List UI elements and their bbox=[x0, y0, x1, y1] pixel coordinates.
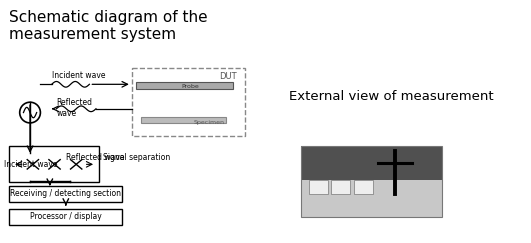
Bar bbox=[10, 208, 122, 225]
Text: Reflected wave: Reflected wave bbox=[66, 153, 124, 162]
Bar bbox=[301, 180, 442, 217]
Bar bbox=[10, 147, 99, 182]
Text: Processor / display: Processor / display bbox=[30, 212, 102, 221]
Text: External view of measurement: External view of measurement bbox=[289, 90, 494, 103]
Bar bbox=[141, 117, 226, 123]
Bar bbox=[301, 147, 442, 180]
Text: Schematic diagram of the
measurement system: Schematic diagram of the measurement sys… bbox=[10, 10, 208, 42]
Text: Incident wave: Incident wave bbox=[4, 160, 57, 169]
Text: Reflected
wave: Reflected wave bbox=[56, 98, 92, 118]
Bar bbox=[301, 147, 442, 217]
Text: DUT: DUT bbox=[219, 72, 237, 81]
Bar bbox=[309, 180, 328, 193]
Text: Probe: Probe bbox=[181, 84, 199, 89]
Bar bbox=[331, 180, 350, 193]
Text: Incident wave: Incident wave bbox=[52, 71, 105, 80]
Bar bbox=[10, 186, 122, 202]
Bar bbox=[132, 68, 245, 136]
Text: Signal separation: Signal separation bbox=[102, 153, 170, 162]
Bar bbox=[354, 180, 373, 193]
Bar bbox=[136, 82, 234, 89]
Text: Receiving / detecting section: Receiving / detecting section bbox=[10, 190, 121, 199]
Text: Specimen: Specimen bbox=[193, 120, 225, 125]
